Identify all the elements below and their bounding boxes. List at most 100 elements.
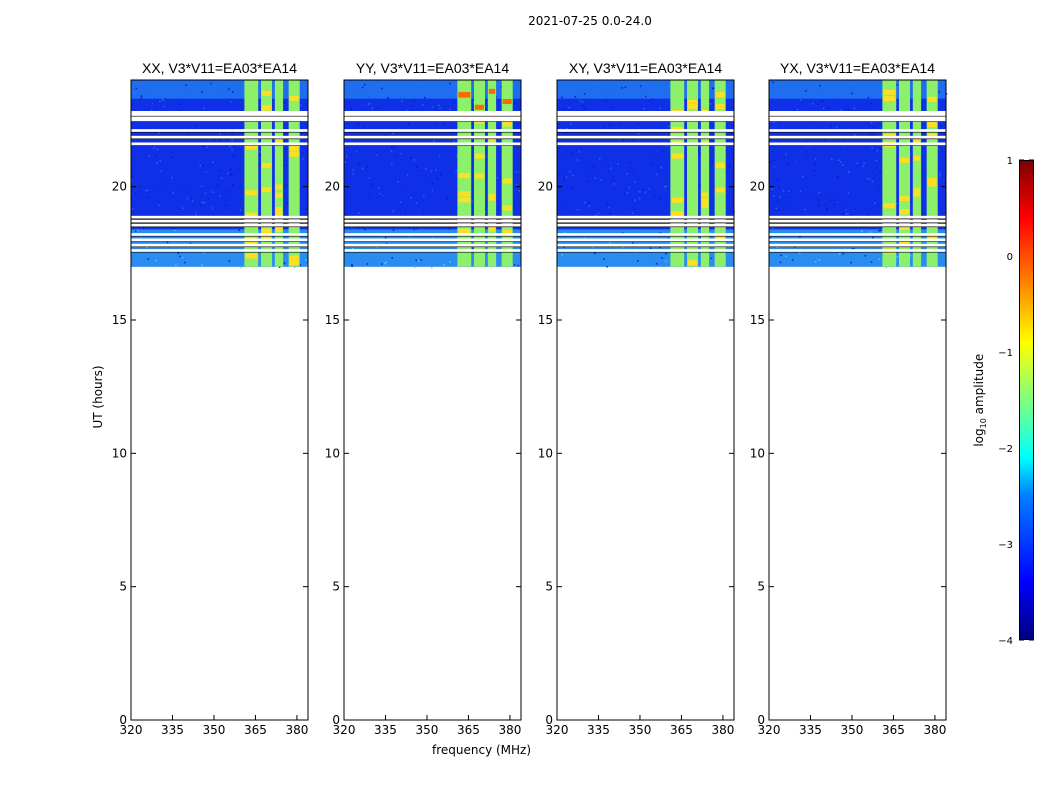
spectrum-speckle xyxy=(515,171,518,173)
flagged-gap xyxy=(769,249,946,253)
spectrum-speckle xyxy=(833,203,836,206)
spectrum-speckle xyxy=(566,127,568,130)
spectrum-speckle xyxy=(424,96,426,99)
spectrum-speckle xyxy=(201,201,203,204)
spectrum-speckle xyxy=(443,263,445,266)
rfi-blob xyxy=(899,157,910,163)
spectrum-speckle xyxy=(203,107,205,109)
spectrum-speckle xyxy=(629,162,632,164)
spectrum-speckle xyxy=(144,81,146,83)
rfi-blob xyxy=(458,191,471,197)
spectrum-speckle xyxy=(829,199,832,202)
spectrum-speckle xyxy=(413,266,416,268)
flagged-gap xyxy=(344,111,521,120)
spectrum-speckle xyxy=(709,232,711,234)
spectrum-speckle xyxy=(794,159,796,161)
spectrum-speckle xyxy=(283,262,286,264)
rfi-blob xyxy=(899,209,910,215)
spectrum-speckle xyxy=(385,261,387,264)
rfi-blob xyxy=(671,197,684,203)
spectrum-speckle xyxy=(665,145,667,147)
spectrum-speckle xyxy=(647,139,649,141)
flagged-gap xyxy=(344,233,521,237)
spectrum-speckle xyxy=(212,207,214,209)
spectrum-speckle xyxy=(287,202,289,205)
spectrum-speckle xyxy=(805,140,807,143)
spectrum-speckle xyxy=(659,246,661,249)
x-tick-label: 380 xyxy=(711,723,734,737)
spectrum-speckle xyxy=(684,227,687,229)
x-axis-label: frequency (MHz) xyxy=(432,743,532,757)
spectrum-speckle xyxy=(782,190,785,192)
spectrum-speckle xyxy=(380,194,382,197)
rfi-blob xyxy=(275,211,283,217)
flagged-gap xyxy=(344,249,521,253)
flagged-gap xyxy=(557,129,734,133)
flagged-gap xyxy=(557,135,734,139)
spectrum-speckle xyxy=(798,252,801,254)
spectrum-speckle xyxy=(804,157,807,160)
spectrum-speckle xyxy=(937,92,940,94)
spectrum-speckle xyxy=(851,110,854,112)
spectrum-speckle xyxy=(561,254,563,256)
spectrum-speckle xyxy=(773,159,776,161)
spectrum-speckle xyxy=(871,180,874,183)
spectrum-speckle xyxy=(584,201,586,204)
spectrum-speckle xyxy=(216,90,218,92)
spectrum-speckle xyxy=(788,190,790,192)
spectrum-speckle xyxy=(203,252,205,254)
spectrum-speckle xyxy=(437,104,440,107)
rfi-blob xyxy=(289,95,299,101)
spectrum-speckle xyxy=(773,166,776,168)
spectrum-speckle xyxy=(438,155,441,158)
spectrum-speckle xyxy=(473,100,475,103)
flagged-gap xyxy=(344,219,521,223)
spectrum-speckle xyxy=(656,173,658,176)
spectrum-speckle xyxy=(396,155,398,158)
spectrum-speckle xyxy=(420,259,422,261)
spectrum-speckle xyxy=(638,84,641,87)
spectrum-speckle xyxy=(455,170,457,172)
spectrum-speckle xyxy=(725,149,727,151)
panel-title: YX, V3*V11=EA03*EA14 xyxy=(780,60,935,76)
x-tick-label: 365 xyxy=(244,723,267,737)
spectrum-speckle xyxy=(783,207,785,210)
spectrum-speckle xyxy=(210,82,212,85)
spectrum-speckle xyxy=(572,174,574,177)
y-tick-label: 15 xyxy=(112,313,127,327)
spectrum-speckle xyxy=(711,160,714,163)
spectrum-speckle xyxy=(878,258,880,260)
spectrum-speckle xyxy=(484,211,487,213)
spectrum-speckle xyxy=(300,104,302,106)
spectrum-speckle xyxy=(872,133,875,136)
y-tick-label: 10 xyxy=(750,446,765,460)
spectrum-speckle xyxy=(449,145,451,147)
spectrum-speckle xyxy=(583,93,586,95)
spectrum-speckle xyxy=(840,109,843,112)
spectrum-speckle xyxy=(446,197,448,200)
flagged-gap xyxy=(344,223,521,227)
spectrum-speckle xyxy=(431,106,434,108)
spectrum-speckle xyxy=(415,202,418,204)
flagged-gap xyxy=(131,135,308,139)
rfi-blob xyxy=(458,173,471,179)
spectrum-speckle xyxy=(856,162,858,164)
spectrum-speckle xyxy=(299,264,302,267)
rfi-blob xyxy=(261,228,272,234)
spectrum-speckle xyxy=(384,236,387,239)
spectrum-speckle xyxy=(352,169,355,171)
spectrum-speckle xyxy=(634,199,636,202)
spectrum-speckle xyxy=(155,155,157,158)
spectrum-speckle xyxy=(259,154,261,156)
rfi-blob xyxy=(245,190,258,196)
spectrum-speckle xyxy=(817,203,820,206)
spectrum-speckle xyxy=(569,170,571,173)
rfi-blob xyxy=(289,151,299,157)
spectrum-speckle xyxy=(799,190,802,192)
rfi-band xyxy=(926,80,938,267)
spectrum-speckle xyxy=(845,213,848,215)
rfi-band xyxy=(473,80,486,267)
spectrum-speckle xyxy=(807,194,809,196)
y-tick-label: 10 xyxy=(112,446,127,460)
spectrum-speckle xyxy=(945,93,948,95)
